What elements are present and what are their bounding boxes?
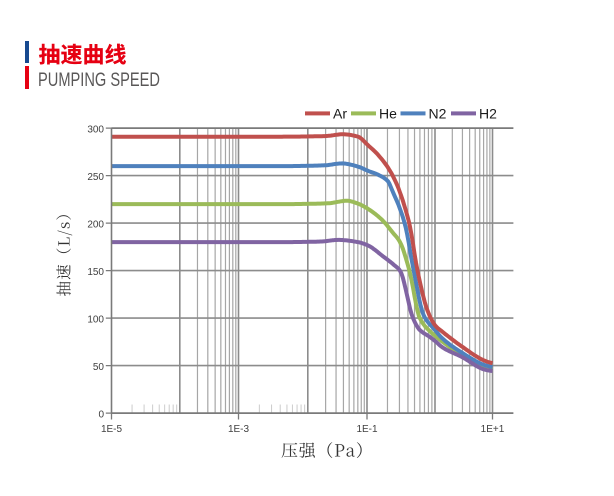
svg-text:300: 300 [87, 125, 104, 136]
svg-text:250: 250 [87, 172, 104, 183]
svg-text:1E-1: 1E-1 [356, 424, 378, 435]
svg-text:1E-5: 1E-5 [101, 424, 123, 435]
svg-text:Ar: Ar [333, 105, 347, 121]
svg-text:H2: H2 [479, 105, 497, 121]
svg-text:100: 100 [87, 315, 104, 326]
svg-text:200: 200 [87, 220, 104, 231]
svg-text:He: He [379, 105, 397, 121]
svg-text:1E+1: 1E+1 [481, 424, 505, 435]
svg-text:150: 150 [87, 267, 104, 278]
svg-text:0: 0 [98, 410, 104, 421]
svg-text:1E-3: 1E-3 [228, 424, 250, 435]
svg-text:50: 50 [93, 362, 105, 373]
svg-text:N2: N2 [429, 105, 447, 121]
